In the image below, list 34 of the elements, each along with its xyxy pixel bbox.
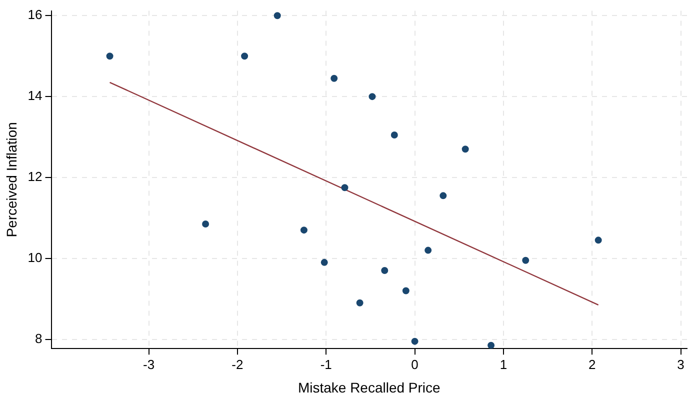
x-tick-label: 1 <box>500 356 508 372</box>
point <box>320 258 328 266</box>
y-tick-label: 8 <box>35 330 42 346</box>
x-axis-title: Mistake Recalled Price <box>298 379 441 396</box>
point <box>341 184 348 192</box>
point <box>368 93 376 100</box>
point <box>106 52 114 60</box>
point <box>440 192 447 200</box>
point <box>300 226 308 234</box>
y-tick-label: 16 <box>28 7 42 22</box>
point <box>241 52 248 60</box>
x-tick-label: -3 <box>143 356 155 372</box>
point <box>594 236 602 244</box>
point <box>202 220 210 228</box>
x-tick-label: 3 <box>677 356 684 372</box>
y-tick-label: 14 <box>28 88 42 104</box>
point <box>462 146 469 153</box>
point <box>390 131 398 138</box>
point <box>402 287 410 294</box>
y-tick-label: 10 <box>28 250 42 265</box>
x-tick-label: -2 <box>232 356 244 372</box>
point <box>424 246 432 254</box>
point <box>381 267 388 274</box>
point <box>330 74 338 82</box>
y-tick-label: 12 <box>28 169 42 184</box>
x-tick-label: 0 <box>411 356 418 372</box>
x-tick-label: -1 <box>320 356 332 372</box>
y-axis-title: Perceived Inflation <box>3 122 20 238</box>
x-tick-label: 2 <box>588 356 596 372</box>
point <box>522 256 530 264</box>
point <box>411 338 418 345</box>
point <box>488 342 495 349</box>
point <box>274 12 281 20</box>
point <box>356 299 364 306</box>
